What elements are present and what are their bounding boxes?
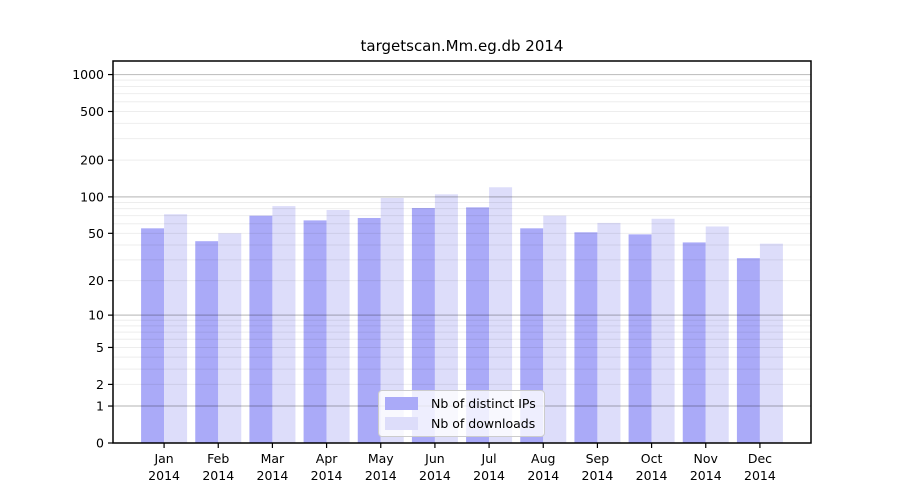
x-tick-label: Apr 2014 — [311, 451, 343, 483]
x-tick-label: Jan 2014 — [148, 451, 180, 483]
y-tick-label: 20 — [88, 273, 104, 288]
y-tick-label: 5 — [96, 340, 104, 355]
bar-jan-downloads — [164, 214, 188, 443]
bar-aug-downloads — [543, 215, 567, 443]
x-tick-label: Jun 2014 — [419, 451, 451, 483]
x-axis: Jan 2014 Feb 2014 Mar 2014 Apr 2014 May 2014 Jun 20… — [148, 443, 776, 483]
y-axis: 0 1 2 5 10 20 50 100 200 500 1000 — [72, 67, 113, 451]
bar-oct-downloads — [651, 218, 675, 443]
y-tick-label: 0 — [96, 436, 104, 451]
y-tick-label: 100 — [80, 189, 104, 204]
bar-jun-downloads — [434, 194, 458, 443]
bar-may-downloads — [380, 197, 404, 443]
bar-oct-ips — [628, 234, 652, 443]
legend-swatch-distinct-ips — [385, 397, 418, 410]
y-tick-label: 10 — [88, 308, 104, 323]
bar-dec-ips — [736, 258, 760, 443]
bar-nov-downloads — [705, 226, 729, 443]
bar-mar-downloads — [272, 206, 296, 443]
bar-mar-ips — [249, 215, 273, 443]
bar-jul-ips — [466, 207, 490, 443]
y-tick-label: 500 — [80, 104, 104, 119]
x-tick-label: Oct 2014 — [636, 451, 668, 483]
y-tick-label: 1000 — [72, 67, 104, 82]
bar-apr-ips — [303, 220, 327, 443]
x-tick-label: Jul 2014 — [473, 451, 505, 483]
x-tick-label: Mar 2014 — [257, 451, 289, 483]
bar-jan-ips — [141, 228, 165, 443]
bar-apr-downloads — [326, 209, 350, 443]
bar-nov-ips — [682, 242, 706, 443]
x-tick-label: Dec 2014 — [744, 451, 776, 483]
y-tick-label: 1 — [96, 399, 104, 414]
y-tick-label: 50 — [88, 226, 104, 241]
bars-group — [141, 187, 783, 443]
gridlines — [113, 73, 811, 407]
legend-swatch-downloads — [385, 417, 418, 430]
x-tick-label: Feb 2014 — [202, 451, 234, 483]
y-tick-label: 2 — [96, 377, 104, 392]
x-tick-label: May 2014 — [365, 451, 397, 483]
bar-sep-ips — [574, 232, 598, 443]
legend-item-distinct-ips: Nb of distinct IPs — [385, 395, 536, 412]
bar-feb-ips — [195, 241, 219, 443]
bar-sep-downloads — [597, 222, 621, 443]
legend-label-distinct-ips: Nb of distinct IPs — [431, 396, 536, 411]
plot-border — [112, 60, 812, 444]
chart-title: targetscan.Mm.eg.db 2014 — [360, 37, 564, 55]
bar-may-ips — [357, 217, 381, 443]
x-tick-label: Nov 2014 — [690, 451, 722, 483]
legend-item-downloads: Nb of downloads — [385, 415, 536, 432]
legend-label-downloads: Nb of downloads — [431, 416, 536, 431]
bar-jun-ips — [411, 207, 435, 443]
x-tick-label: Sep 2014 — [582, 451, 614, 483]
bar-feb-downloads — [218, 233, 242, 443]
y-tick-label: 200 — [80, 153, 104, 168]
bar-dec-downloads — [759, 243, 783, 443]
x-tick-label: Aug 2014 — [527, 451, 559, 483]
bar-aug-ips — [520, 228, 544, 443]
legend: Nb of distinct IPs Nb of downloads — [378, 390, 545, 437]
bar-jul-downloads — [489, 187, 513, 443]
